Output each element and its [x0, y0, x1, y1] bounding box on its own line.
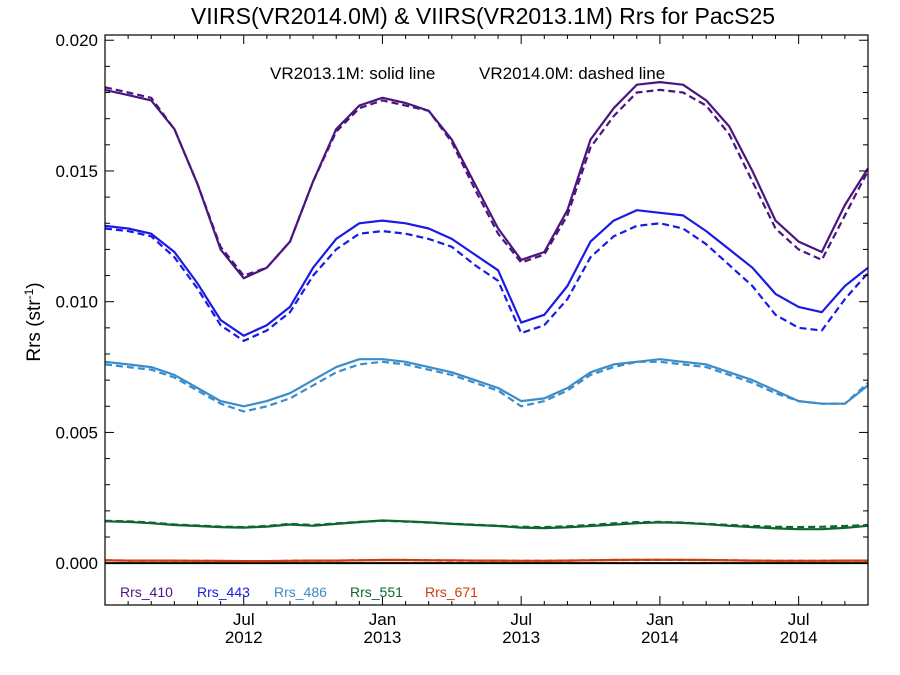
y-tick-label: 0.015 [55, 162, 98, 181]
x-tick-label-month: Jul [510, 610, 532, 629]
axes: 0.0000.0050.0100.0150.020Jul2012Jan2013J… [55, 31, 869, 647]
y-tick-label: 0.010 [55, 293, 98, 312]
series-rrs-410-dashed [104, 86, 869, 277]
x-tick-label-month: Jul [233, 610, 255, 629]
legend-item-rrs-410: Rrs_410 [120, 584, 173, 600]
x-tick-label-month: Jul [788, 610, 810, 629]
y-axis-label: Rrs (str-1) [22, 282, 45, 361]
x-tick-label-year: 2013 [502, 628, 540, 647]
legend: Rrs_410 Rrs_443 Rrs_486 Rrs_551 Rrs_671 [120, 584, 478, 600]
series-rrs-551-dashed [104, 519, 869, 529]
series-rrs-551-solid [104, 519, 869, 531]
chart-title: VIIRS(VR2014.0M) & VIIRS(VR2013.1M) Rrs … [191, 3, 775, 29]
legend-item-rrs-443: Rrs_443 [197, 584, 250, 600]
y-axis-label-sup: -1 [22, 288, 36, 299]
x-tick-label-year: 2014 [641, 628, 679, 647]
series-rrs-486-solid [104, 358, 869, 408]
y-axis-label-close: ) [24, 282, 45, 288]
series-rrs-410-solid [104, 80, 869, 280]
legend-item-rrs-486: Rrs_486 [274, 584, 327, 600]
x-tick-label-year: 2012 [225, 628, 263, 647]
x-tick-label-month: Jan [369, 610, 396, 629]
annotation-solid: VR2013.1M: solid line [270, 64, 435, 83]
series-rrs-671-dashed [104, 558, 868, 563]
legend-item-rrs-671: Rrs_671 [425, 584, 478, 600]
legend-item-rrs-551: Rrs_551 [350, 584, 403, 600]
series-rrs-486-dashed [104, 360, 869, 413]
annotation-dashed: VR2014.0M: dashed line [479, 64, 665, 83]
y-tick-label: 0.020 [55, 31, 98, 50]
x-tick-label-year: 2013 [364, 628, 402, 647]
series-rrs-443-dashed [104, 222, 869, 342]
x-tick-label-year: 2014 [780, 628, 818, 647]
y-tick-label: 0.000 [55, 554, 98, 573]
x-tick-label-month: Jan [646, 610, 673, 629]
plot-frame [104, 34, 869, 606]
y-tick-label: 0.005 [55, 423, 98, 442]
series-rrs-443-solid [104, 209, 869, 337]
series-layer [104, 80, 869, 563]
y-axis-label-text: Rrs (str [24, 299, 45, 362]
